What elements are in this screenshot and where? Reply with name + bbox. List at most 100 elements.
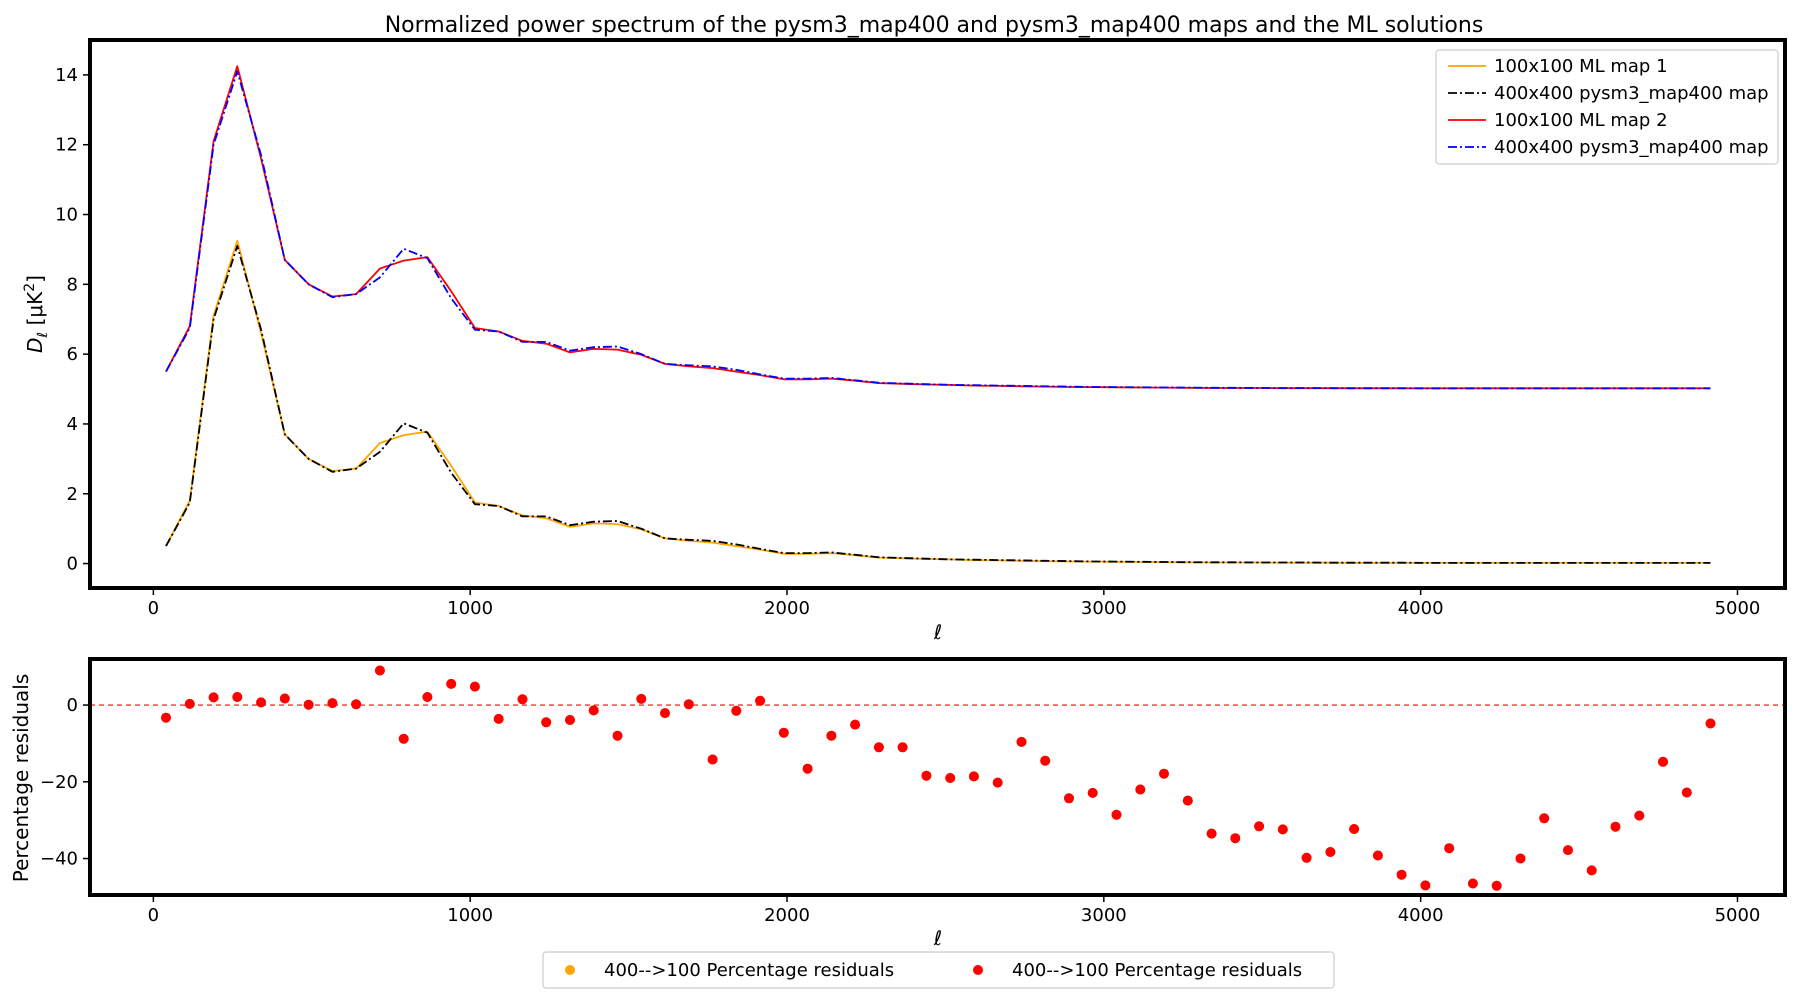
top-y-tick-label: 12 [55, 135, 78, 156]
top-y-axis-label: Dℓ [μK2] [22, 275, 51, 353]
bottom-x-ticks: 0 1000 2000 3000 4000 5000 [148, 895, 1761, 926]
residual-point-red [256, 697, 267, 708]
residual-point-red [1515, 853, 1526, 864]
bottom-y-tick-label: −40 [40, 849, 78, 870]
residual-points [161, 665, 1716, 891]
residual-point-red [612, 730, 623, 741]
residual-point-red [1563, 845, 1573, 856]
y-label-sub: ℓ [35, 332, 51, 339]
residual-point-red [707, 754, 718, 765]
bottom-y-tick-label: −20 [40, 772, 78, 793]
bottom-legend: 400-->100 Percentage residuals 400-->100… [542, 951, 1335, 989]
residual-point-red [184, 698, 195, 709]
top-y-tick-label: 14 [55, 65, 78, 86]
top-legend: 100x100 ML map 1 400x400 pysm3_map400 ma… [1435, 49, 1779, 165]
top-x-tick-label: 1000 [447, 598, 493, 619]
bottom-x-tick-label: 5000 [1715, 905, 1761, 926]
top-y-tick-label: 0 [67, 554, 78, 575]
residual-point-red [826, 730, 837, 741]
residual-point-red [208, 692, 219, 703]
residual-point-red [1159, 768, 1169, 779]
residual-point-red [493, 713, 504, 724]
residual-point-red [1467, 878, 1478, 889]
top-x-tick-label: 2000 [764, 598, 810, 619]
residual-point-red [1230, 833, 1241, 844]
residual-point-red [1016, 736, 1027, 747]
chart-title: Normalized power spectrum of the pysm3_m… [385, 13, 1484, 38]
residual-point-red [1064, 793, 1074, 804]
residual-point-red [565, 715, 575, 725]
residual-point-red [850, 719, 861, 730]
top-y-tick-label: 4 [67, 414, 78, 435]
top-x-axis-label: ℓ [933, 620, 942, 644]
series-pysm3-map-blue-line [165, 70, 1711, 390]
legend-marker-residuals-orange [565, 965, 575, 975]
residual-point-red [588, 705, 599, 716]
legend-marker-residuals-red [973, 965, 983, 975]
bottom-y-axis-label: Percentage residuals [9, 674, 33, 883]
residual-point-red [446, 678, 457, 689]
residual-point-red [1491, 880, 1502, 891]
bottom-x-tick-label: 4000 [1398, 905, 1444, 926]
residual-point-red [1254, 821, 1265, 832]
residual-point-red [1681, 787, 1692, 798]
residual-point-red [802, 763, 813, 774]
series-ml-map-1-line [165, 239, 1711, 564]
residual-point-red [921, 770, 932, 781]
residual-point-red [1111, 809, 1122, 820]
legend-label-ml-map-1: 100x100 ML map 1 [1494, 56, 1668, 77]
residual-point-red [945, 773, 956, 783]
top-y-ticks: 0 2 4 6 8 10 12 14 [55, 65, 90, 575]
residual-point-red [731, 705, 742, 716]
legend-label-residuals-orange: 400-->100 Percentage residuals [604, 960, 894, 981]
residual-point-red [873, 742, 884, 753]
bottom-x-tick-label: 2000 [764, 905, 810, 926]
bottom-y-ticks: 0 −20 −40 [40, 695, 90, 870]
top-x-tick-label: 3000 [1081, 598, 1127, 619]
residual-point-red [1396, 869, 1407, 880]
y-label-main: D [23, 338, 47, 353]
legend-label-pysm3-map-blue: 400x400 pysm3_map400 map [1494, 137, 1769, 158]
residual-point-red [992, 777, 1003, 788]
residual-point-red [1349, 824, 1360, 834]
top-y-tick-label: 8 [67, 274, 78, 295]
bottom-y-tick-label: 0 [67, 695, 78, 716]
residual-point-red [1087, 787, 1098, 798]
top-x-tick-label: 4000 [1398, 598, 1444, 619]
residual-point-red [1634, 810, 1645, 821]
residual-point-red [1586, 865, 1597, 876]
residual-point-red [422, 692, 433, 702]
residual-point-red [660, 708, 670, 719]
legend-label-residuals-red: 400-->100 Percentage residuals [1012, 960, 1302, 981]
bottom-x-tick-label: 0 [148, 905, 159, 926]
residual-point-red [1610, 821, 1621, 832]
top-legend-box [1435, 49, 1779, 165]
residual-point-red [1444, 843, 1455, 854]
bottom-x-axis-label: ℓ [933, 926, 942, 950]
residuals-panel: 0 1000 2000 3000 4000 5000 0 −20 −40 ℓ Percenta… [9, 657, 1787, 989]
residual-point-red [541, 717, 552, 728]
residual-point-red [161, 712, 171, 723]
residual-point-red [1325, 847, 1336, 857]
residual-point-red [303, 699, 314, 710]
y-label-unit-a: [μK [23, 291, 47, 332]
residual-point-red [279, 693, 290, 704]
power-spectrum-panel: 0 1000 2000 3000 4000 5000 0 2 4 6 8 10 12 14 ℓ Dℓ [… [22, 38, 1787, 644]
bottom-plot-frame [88, 657, 1787, 897]
bottom-legend-box [542, 951, 1335, 989]
residual-point-red [778, 727, 789, 738]
residual-point-red [755, 695, 766, 706]
bottom-x-tick-label: 3000 [1081, 905, 1127, 926]
bottom-x-tick-label: 1000 [447, 905, 493, 926]
residual-point-red [469, 681, 480, 692]
residual-point-red [1372, 850, 1383, 861]
top-x-tick-label: 0 [148, 598, 159, 619]
top-y-tick-label: 6 [67, 344, 78, 365]
residual-point-red [232, 692, 243, 702]
residual-point-red [517, 694, 528, 705]
residual-point-red [1277, 824, 1288, 835]
legend-label-pysm3-map-black: 400x400 pysm3_map400 map [1494, 83, 1769, 104]
residual-point-red [327, 698, 338, 709]
residual-point-red [1206, 828, 1217, 839]
top-series-lines [165, 65, 1711, 564]
